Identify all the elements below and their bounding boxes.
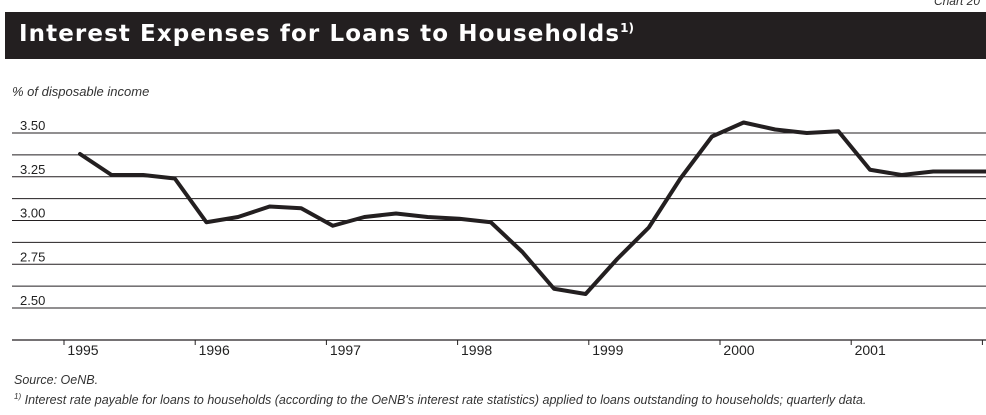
- data-point: [205, 221, 208, 224]
- data-point: [742, 121, 745, 124]
- footnote-mark: 1): [14, 392, 22, 401]
- chart-title: Interest Expenses for Loans to Household…: [19, 21, 634, 47]
- data-point: [647, 226, 650, 229]
- series-line: [78, 120, 986, 296]
- footnote-text: Interest rate payable for loans to house…: [21, 393, 867, 408]
- x-tick-label: 2001: [855, 342, 886, 358]
- x-tick-label: 2000: [723, 342, 754, 358]
- x-tick-label: 1999: [592, 342, 623, 358]
- data-point: [774, 128, 777, 131]
- y-tick-label: 3.00: [20, 206, 45, 221]
- x-axis: 19951996199719981999200020012002: [12, 339, 986, 358]
- gridlines: [12, 132, 986, 309]
- data-point: [868, 168, 872, 171]
- x-tick-label: 1995: [67, 342, 98, 358]
- data-point: [837, 130, 840, 133]
- data-point: [900, 173, 903, 177]
- data-point: [300, 207, 303, 210]
- data-point: [110, 173, 113, 177]
- data-point: [932, 170, 935, 173]
- data-point: [710, 135, 714, 138]
- y-tick-label: 3.25: [20, 162, 45, 177]
- x-tick-label: 1998: [461, 342, 492, 358]
- y-axis-label: % of disposable income: [12, 84, 149, 99]
- data-point: [963, 170, 966, 173]
- data-point: [142, 173, 145, 177]
- y-tick-label: 2.50: [20, 293, 45, 308]
- data-series: [78, 120, 986, 296]
- data-point: [489, 221, 492, 224]
- y-tick-labels: 2.50 2.75 3.00 3.25 3.50: [20, 118, 45, 308]
- data-point: [394, 212, 398, 215]
- data-point: [426, 215, 429, 219]
- data-point: [552, 287, 556, 290]
- source-note: Source: OeNB.: [14, 373, 99, 387]
- y-tick-label: 2.75: [20, 249, 45, 264]
- data-point: [78, 152, 82, 156]
- data-point: [173, 177, 176, 180]
- y-tick-label: 3.50: [20, 118, 45, 133]
- footnote: 1) Interest rate payable for loans to ho…: [14, 392, 866, 407]
- data-point: [584, 292, 587, 296]
- data-point: [805, 131, 808, 135]
- data-point: [616, 257, 619, 261]
- data-point: [458, 217, 461, 220]
- data-point: [521, 250, 524, 254]
- data-point: [679, 177, 682, 180]
- x-tick-label: 1997: [330, 342, 361, 358]
- chart-number: Chart 20: [933, 0, 980, 8]
- title-bar: Interest Expenses for Loans to Household…: [5, 12, 986, 59]
- x-tick-label: 1996: [199, 342, 230, 358]
- chart-plot: % of disposable income 2.50 2.75 3.00 3.25 3…: [12, 84, 986, 358]
- chart-title-text: Interest Expenses for Loans to Household…: [19, 21, 621, 47]
- data-point: [363, 215, 366, 219]
- title-footnote-mark: 1): [620, 21, 635, 35]
- data-point: [268, 205, 271, 208]
- data-point: [236, 215, 240, 219]
- data-point: [331, 224, 334, 227]
